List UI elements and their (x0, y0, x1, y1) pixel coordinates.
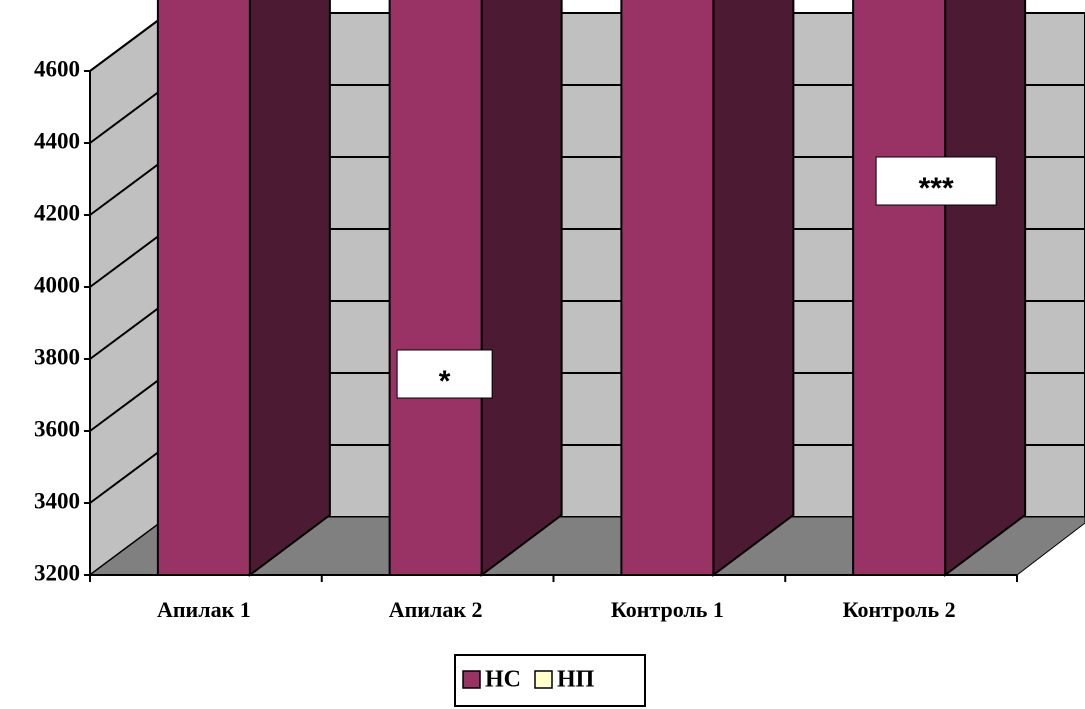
y-tick-label: 4000 (34, 272, 80, 297)
y-tick-label: 3600 (34, 416, 80, 441)
side-wall (89, 11, 169, 577)
y-tick-label: 4400 (34, 128, 80, 153)
bar (852, 0, 947, 577)
x-tick-label: Апилак 1 (157, 597, 251, 622)
y-tick-label: 3800 (34, 344, 80, 369)
bar-side (248, 0, 331, 577)
x-tick-label: Контроль 1 (611, 597, 724, 622)
y-tick-label: 3200 (34, 560, 80, 585)
x-tick-label: Контроль 2 (843, 597, 956, 622)
x-tick-label: Апилак 2 (389, 597, 483, 622)
bar (388, 0, 483, 576)
annotation-box (875, 156, 997, 206)
bar-side (944, 0, 1027, 577)
bar-side (712, 0, 795, 577)
y-tick-label: 4600 (34, 56, 80, 81)
legend-swatch (534, 670, 553, 689)
legend-label: НП (557, 667, 595, 693)
y-tick-label: 4200 (34, 200, 80, 225)
annotation: * (439, 365, 451, 398)
bar-side (480, 0, 563, 577)
bar (620, 0, 715, 576)
annotation: *** (919, 172, 954, 205)
legend-label: НС (485, 667, 521, 693)
bar (156, 0, 251, 576)
annotation-box (396, 349, 493, 399)
legend-swatch (462, 670, 481, 689)
y-tick-label: 3400 (34, 488, 80, 513)
